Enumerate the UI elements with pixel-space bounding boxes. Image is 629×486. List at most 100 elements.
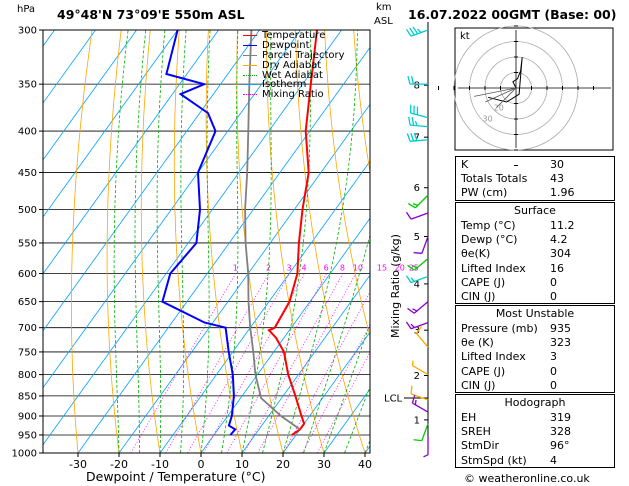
wind-barb-shaft [421,236,429,254]
legend-label: Dewpoint [262,40,310,52]
dry-adiabat-line [140,30,161,453]
wind-barb-shaft [410,112,429,119]
temperature-tick-label: 40 [358,458,372,471]
wind-barb [407,301,429,314]
x-axis-title: Dewpoint / Temperature (°C) [86,469,266,484]
wind-barb-flag [410,385,413,394]
isotherm-line [282,331,370,453]
wind-barb [411,360,429,376]
wind-barb-shaft [414,194,429,209]
wind-barb-flag [407,76,411,85]
wind-barb-flag [423,454,429,458]
pressure-tick-label: 800 [18,370,37,381]
stmdir-row: StmDir 96° [461,439,570,453]
isotherm-line [43,30,342,446]
wind-barb-flag [411,360,414,366]
wind-barb [405,275,429,284]
dry-adiabat-line [353,30,370,175]
dry-adiabat-line [324,30,370,339]
mixing-ratio-line [316,351,370,453]
mixing-ratio-line [283,290,370,453]
mixing-ratio-line [130,273,237,453]
temperature-tick-label: 10 [235,458,249,471]
wind-barb [405,321,429,330]
dry-adiabat-line [295,30,366,453]
surface-dewp-row: Dewp (°C) 4.2 [461,233,568,247]
wind-barb-flag [412,308,418,312]
credit-footer: © weatheronline.co.uk [464,472,590,485]
wind-barb-flag [412,203,418,206]
mixing-ratio-axis-title: Mixing Ratio (g/kg) [389,234,402,338]
surface-table: Surface Temp (°C) 11.2 Dewp (°C) 4.2 θe(K)… [455,202,615,305]
wind-barb-shaft [412,402,429,413]
most-unstable-table: Most Unstable Pressure (mb) 935 θe (K) 323… [455,305,615,393]
wind-barb [415,326,429,348]
location-title: 49°48'N 73°09'E 550m ASL [57,7,245,22]
wind-barb-flag [410,133,415,142]
isotherm-line [77,46,370,453]
legend-item: Wet Adiabat [243,69,345,81]
legend-item: Dewpoint [243,40,345,52]
wind-barb-flag [407,307,415,314]
hodograph-frame [454,27,614,151]
mu-thetae-row: θe (K) 323 [461,336,571,350]
legend-swatch [243,74,257,76]
wind-barb [413,236,429,255]
pressure-tick-label: 600 [18,269,37,280]
isotherm-line [43,30,260,332]
hodograph-ring-label: 20 [494,103,504,112]
wind-barb-flag [405,211,412,220]
wet-adiabat-line [221,30,239,453]
wind-barb [407,194,429,209]
km-tick-label: 1 [414,415,420,426]
surface-temp-row: Temp (°C) 11.2 [461,219,575,232]
wind-barb-flag [413,251,422,255]
legend-label: Wet Adiabat [262,69,323,81]
isotherm-line [118,103,370,453]
wind-barb-flag [407,264,415,271]
hodograph-motion-arrow [496,87,517,108]
wet-adiabat-line [180,30,187,453]
mixing-ratio-label: 4 [302,264,307,273]
pressure-tick-label: 700 [18,323,37,334]
wind-barb-flag [411,117,415,126]
most-unstable-title: Most Unstable [495,307,575,320]
mixing-ratio-line [257,273,357,453]
legend-swatch [243,84,257,86]
hodograph-motion-arrow [474,87,517,97]
temperature-tick-label: 30 [317,458,331,471]
wind-barb-shaft [410,124,429,128]
hodograph-index-title: Hodograph [504,396,566,409]
pressure-tick-label: 650 [18,297,37,308]
wind-barb-flag [417,28,422,34]
wet-adiabat-line [113,30,129,453]
wet-adiabat-line [134,30,147,453]
wind-barb-flag [412,265,418,269]
indices-top-table: K 30 Totals Totals 43 PW (cm) 1.96 [455,156,615,201]
wind-barb-shaft [410,393,429,401]
legend-item: Isotherm [243,79,345,90]
wind-barb-flag [413,132,418,141]
dry-adiabat-line [615,30,629,453]
mixing-ratio-line [243,273,344,453]
hodograph-trace [487,56,523,103]
wet-adiabat-line [200,30,211,453]
mixing-ratio-label: 20 [395,264,405,273]
legend-swatch [243,35,257,37]
dry-adiabat-line [71,30,93,453]
parcel-trajectory-profile [244,30,301,431]
legend: Temperature Dewpoint Parcel Trajectory Dry … [243,30,345,101]
legend-item: Parcel Trajectory [243,50,345,61]
isotherm-line [159,160,370,453]
mu-cin-row: CIN (J) 0 [461,378,557,392]
km-axis-label: km [376,2,392,13]
plot-frame [42,29,371,454]
datetime-title: 16.07.2022 00GMT (Base: 00) [408,7,617,22]
wind-barb-shaft [413,301,429,314]
legend-label: Mixing Ratio [262,89,324,101]
hodograph-ring-label: 30 [483,114,493,123]
pressure-tick-label: 900 [18,411,37,422]
legend-swatch [243,45,257,47]
pressure-tick-label: 850 [18,391,37,402]
mixing-ratio-label: 10 [353,264,363,273]
